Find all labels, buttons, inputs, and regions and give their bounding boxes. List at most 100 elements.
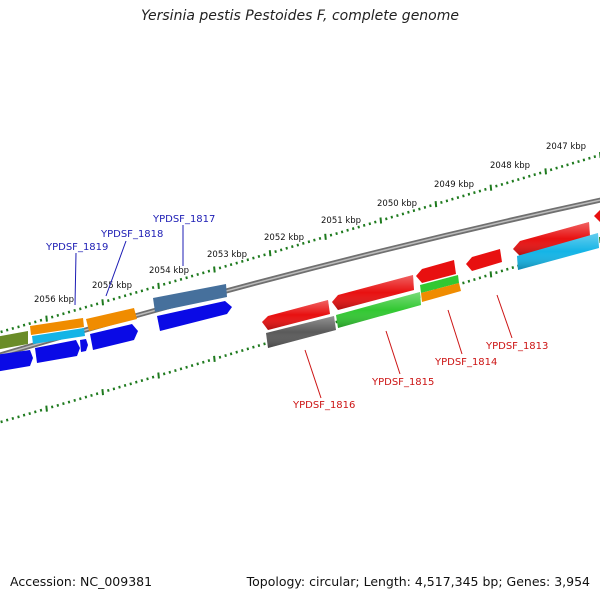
outer-tick-mark bbox=[129, 292, 132, 296]
gene-label-1817[interactable]: YPDSF_1817 bbox=[152, 214, 215, 225]
outer-tick-mark bbox=[407, 210, 410, 214]
gene-label-1819[interactable]: YPDSF_1819 bbox=[45, 242, 108, 253]
outer-tick-mark bbox=[168, 281, 172, 285]
gene-cyan-left[interactable] bbox=[32, 328, 85, 344]
inner-strand-genes bbox=[0, 233, 599, 372]
outer-tick-mark bbox=[511, 179, 515, 183]
gene-label-1814[interactable]: YPDSF_1814 bbox=[434, 357, 497, 368]
outer-tick-mark bbox=[533, 173, 536, 177]
inner-tick-mark bbox=[202, 360, 205, 364]
gene-red-e[interactable] bbox=[594, 209, 600, 222]
outer-tick-mark bbox=[135, 290, 138, 294]
outer-tick-mark bbox=[329, 233, 333, 237]
inner-tick-mark bbox=[213, 355, 216, 362]
inner-tick-mark bbox=[218, 355, 222, 359]
gene-red-c[interactable] bbox=[466, 249, 502, 271]
inner-tick-mark bbox=[335, 320, 338, 324]
gene-blue-far-left[interactable] bbox=[0, 350, 33, 372]
outer-strand-genes bbox=[0, 209, 600, 350]
outer-tick-mark bbox=[588, 156, 591, 160]
outer-tick-mark bbox=[434, 201, 438, 208]
tick-label-2049: 2049 kbp bbox=[434, 180, 474, 190]
gene-label-1815[interactable]: YPDSF_1815 bbox=[371, 377, 434, 388]
gene-blue-1817[interactable] bbox=[157, 301, 232, 331]
outer-tick-mark bbox=[489, 184, 493, 191]
outer-tick-mark bbox=[307, 240, 311, 244]
outer-tick-mark bbox=[246, 258, 250, 262]
outer-tick-mark bbox=[17, 325, 20, 329]
outer-tick-mark bbox=[274, 250, 277, 254]
outer-tick-mark bbox=[582, 158, 586, 162]
outer-tick-mark bbox=[340, 230, 344, 234]
outer-tick-mark bbox=[593, 155, 597, 159]
inner-tick-mark bbox=[123, 383, 127, 387]
accession-text: Accession: NC_009381 bbox=[10, 574, 153, 589]
outer-tick-mark bbox=[445, 199, 449, 203]
outer-tick-mark bbox=[566, 163, 569, 167]
inner-tick-mark bbox=[162, 372, 166, 376]
gene-label-1816[interactable]: YPDSF_1816 bbox=[292, 400, 355, 411]
outer-tick-mark bbox=[412, 209, 416, 213]
outer-tick-mark bbox=[50, 315, 54, 319]
gene-blue-left[interactable] bbox=[35, 340, 80, 363]
outer-tick-mark bbox=[324, 233, 327, 240]
inner-tick-mark bbox=[489, 271, 493, 278]
gene-label-1818[interactable]: YPDSF_1818 bbox=[100, 229, 163, 240]
inner-tick-mark bbox=[495, 271, 498, 275]
inner-tick-mark bbox=[101, 389, 104, 396]
inner-tick-mark bbox=[500, 269, 504, 273]
outer-tick-mark bbox=[346, 228, 349, 232]
outer-tick-mark bbox=[90, 304, 93, 308]
outer-tick-mark bbox=[560, 164, 564, 168]
gene-orange-1814[interactable] bbox=[421, 283, 461, 302]
inner-tick-mark bbox=[90, 393, 93, 397]
outer-tick-mark bbox=[229, 263, 233, 267]
inner-tick-mark bbox=[67, 400, 71, 404]
outer-tick-mark bbox=[56, 313, 60, 317]
inner-tick-mark bbox=[146, 377, 149, 381]
gene-red-b[interactable] bbox=[416, 260, 456, 283]
inner-tick-mark bbox=[112, 387, 116, 391]
inner-tick-mark bbox=[473, 278, 476, 282]
outer-tick-mark bbox=[478, 189, 482, 193]
gene-orange-left[interactable] bbox=[30, 318, 84, 335]
outer-tick-mark bbox=[401, 212, 405, 216]
inner-tick-mark bbox=[73, 398, 76, 402]
outer-tick-mark bbox=[379, 217, 383, 224]
outer-tick-mark bbox=[390, 215, 394, 219]
inner-tick-mark bbox=[50, 405, 54, 409]
outer-tick-mark bbox=[506, 181, 509, 185]
genome-summary-text: Topology: circular; Length: 4,517,345 bp… bbox=[246, 574, 590, 589]
gene-orange-1818[interactable] bbox=[86, 308, 137, 331]
inner-tick-mark bbox=[0, 420, 3, 424]
outer-tick-mark bbox=[22, 323, 26, 327]
outer-tick-mark bbox=[279, 248, 283, 252]
gene-label-1813[interactable]: YPDSF_1813 bbox=[485, 341, 548, 352]
gene-blue-1819[interactable] bbox=[90, 324, 138, 350]
inner-tick-mark bbox=[34, 410, 37, 414]
gene-olive-left[interactable] bbox=[0, 331, 28, 350]
tick-label-2053: 2053 kbp bbox=[207, 250, 247, 260]
inner-tick-mark bbox=[39, 408, 43, 412]
inner-tick-mark bbox=[257, 344, 261, 348]
outer-tick-mark bbox=[123, 294, 127, 298]
inner-tick-mark bbox=[140, 379, 144, 383]
outer-tick-mark bbox=[185, 276, 188, 280]
gene-green-1814[interactable] bbox=[420, 275, 459, 293]
gene-blue-left-small[interactable] bbox=[80, 339, 88, 352]
outer-tick-mark bbox=[45, 315, 48, 322]
inner-tick-mark bbox=[467, 279, 471, 283]
outer-tick-mark bbox=[162, 282, 166, 286]
outer-tick-mark bbox=[235, 261, 238, 265]
outer-tick-mark bbox=[179, 277, 183, 281]
map-title: Yersinia pestis Pestoides F, complete ge… bbox=[141, 8, 459, 24]
outer-tick-mark bbox=[544, 168, 547, 175]
inner-tick-mark bbox=[11, 416, 15, 420]
inner-tick-mark bbox=[151, 375, 155, 379]
gene-steel-1817[interactable] bbox=[153, 284, 227, 312]
outer-tick-mark bbox=[62, 312, 65, 316]
tick-label-2055: 2055 kbp bbox=[92, 281, 132, 291]
inner-tick-mark bbox=[129, 382, 132, 386]
inner-tick-mark bbox=[506, 267, 509, 271]
outer-tick-mark bbox=[385, 217, 388, 221]
